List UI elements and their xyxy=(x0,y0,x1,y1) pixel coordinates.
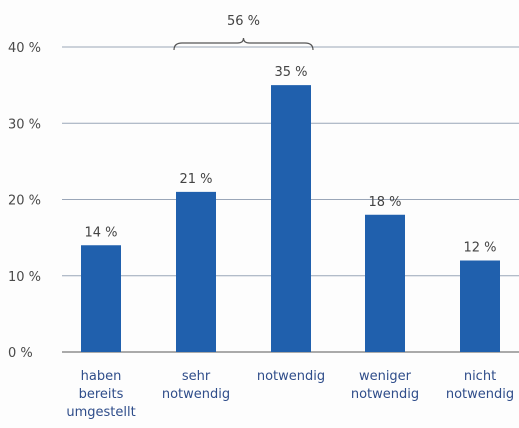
category-labels: haben bereits umgestellt sehr notwendig notwe… xyxy=(66,369,514,420)
bars xyxy=(81,85,500,352)
bar xyxy=(81,245,121,352)
y-tick-label: 10 % xyxy=(8,270,41,285)
bracket xyxy=(173,37,314,51)
data-label: 12 % xyxy=(463,241,496,256)
x-tick-label: nicht xyxy=(464,369,496,384)
data-label: 18 % xyxy=(368,195,401,210)
x-tick-label: notwendig xyxy=(162,387,230,402)
data-label: 21 % xyxy=(179,172,212,187)
y-axis-ticks: 0 % 10 % 20 % 30 % 40 % xyxy=(8,41,41,361)
bar xyxy=(460,260,500,352)
x-tick-label: notwendig xyxy=(257,369,325,384)
x-tick-label: weniger xyxy=(359,369,412,384)
data-label: 14 % xyxy=(84,225,117,240)
y-tick-label: 30 % xyxy=(8,117,41,132)
x-tick-label: umgestellt xyxy=(66,405,135,420)
data-label: 35 % xyxy=(274,65,307,80)
bracket-annotation: 56 % xyxy=(173,14,314,51)
x-tick-label: haben xyxy=(81,369,122,384)
value-labels: 14 % 21 % 35 % 18 % 12 % xyxy=(84,65,496,255)
y-tick-label: 40 % xyxy=(8,41,41,56)
bar xyxy=(365,214,405,352)
bar xyxy=(176,191,216,352)
x-tick-label: notwendig xyxy=(446,387,514,402)
x-tick-label: sehr xyxy=(182,369,211,384)
x-tick-label: notwendig xyxy=(351,387,419,402)
y-tick-label: 20 % xyxy=(8,194,41,209)
bar xyxy=(271,85,311,352)
y-tick-label: 0 % xyxy=(8,346,33,361)
bracket-label: 56 % xyxy=(227,14,260,29)
x-tick-label: bereits xyxy=(79,387,124,402)
